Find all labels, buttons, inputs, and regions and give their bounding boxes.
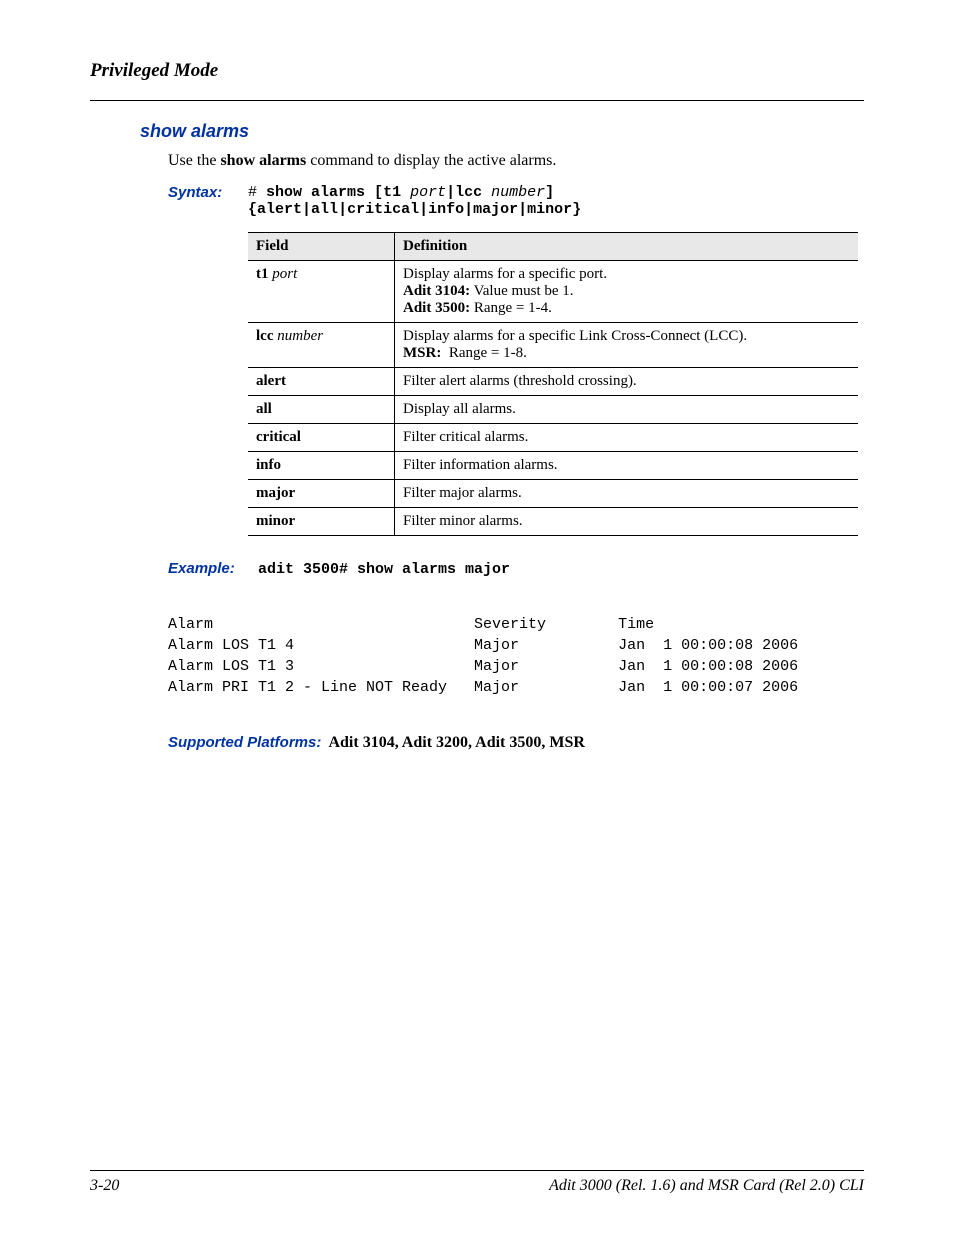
field-cell: minor xyxy=(248,508,395,536)
section-title: show alarms xyxy=(140,121,864,142)
def-cell: Display alarms for a specific port. Adit… xyxy=(395,261,859,323)
footer-doc-title: Adit 3000 (Rel. 1.6) and MSR Card (Rel 2… xyxy=(549,1177,864,1195)
l2-minor: minor xyxy=(527,201,572,218)
table-row: alert Filter alert alarms (threshold cro… xyxy=(248,368,858,396)
def-cell: Filter information alarms. xyxy=(395,452,859,480)
hash: # xyxy=(248,184,266,201)
page-header-title: Privileged Mode xyxy=(90,60,864,82)
intro-suffix: command to display the active alarms. xyxy=(306,152,556,169)
field-cell: alert xyxy=(248,368,395,396)
table-row: lcc number Display alarms for a specific… xyxy=(248,323,858,368)
def-cell: Filter minor alarms. xyxy=(395,508,859,536)
definition-table: Field Definition t1 port Display alarms … xyxy=(248,232,858,536)
l2-p1: | xyxy=(302,201,311,218)
footer-page-number: 3-20 xyxy=(90,1177,119,1195)
l2-critical: critical xyxy=(347,201,419,218)
def-l2b: MSR: xyxy=(403,345,441,361)
syntax-rb: ] xyxy=(545,184,554,201)
def-l2r: Value must be 1. xyxy=(470,283,573,299)
def-l1: Display alarms for a specific Link Cross… xyxy=(403,328,747,344)
def-l3b: Adit 3500: xyxy=(403,300,470,316)
field-bold: all xyxy=(256,401,272,417)
l2-rb: } xyxy=(572,201,581,218)
table-row: all Display all alarms. xyxy=(248,396,858,424)
l2-all: all xyxy=(311,201,338,218)
field-bold: t1 xyxy=(256,266,272,282)
field-bold: alert xyxy=(256,373,286,389)
th-field: Field xyxy=(248,233,395,261)
field-cell: t1 port xyxy=(248,261,395,323)
example-label: Example: xyxy=(168,560,248,577)
l2-p5: | xyxy=(518,201,527,218)
field-cell: lcc number xyxy=(248,323,395,368)
supported-block: Supported Platforms: Adit 3104, Adit 320… xyxy=(168,734,864,752)
intro-prefix: Use the xyxy=(168,152,220,169)
def-cell: Display all alarms. xyxy=(395,396,859,424)
l2-p3: | xyxy=(419,201,428,218)
l2-info: info xyxy=(428,201,464,218)
field-cell: major xyxy=(248,480,395,508)
def-cell: Filter major alarms. xyxy=(395,480,859,508)
def-cell: Filter critical alarms. xyxy=(395,424,859,452)
def-l1: Display alarms for a specific port. xyxy=(403,266,607,282)
table-row: info Filter information alarms. xyxy=(248,452,858,480)
syntax-port: port xyxy=(410,184,446,201)
header-rule xyxy=(90,100,864,101)
syntax-code: # show alarms [t1 port|lcc number] {aler… xyxy=(248,184,581,218)
syntax-cmd: show alarms xyxy=(266,184,374,201)
field-bold: major xyxy=(256,485,295,501)
table-row: t1 port Display alarms for a specific po… xyxy=(248,261,858,323)
field-cell: critical xyxy=(248,424,395,452)
field-bold: critical xyxy=(256,429,301,445)
table-row: critical Filter critical alarms. xyxy=(248,424,858,452)
page: Privileged Mode show alarms Use the show… xyxy=(0,0,954,1235)
field-bold: lcc xyxy=(256,328,277,344)
field-cell: info xyxy=(248,452,395,480)
syntax-pipe: | xyxy=(446,184,455,201)
syntax-t1: t1 xyxy=(383,184,410,201)
def-l3r: Range = 1-4. xyxy=(470,300,552,316)
footer-row: 3-20 Adit 3000 (Rel. 1.6) and MSR Card (… xyxy=(90,1177,864,1195)
field-bold: info xyxy=(256,457,281,473)
intro-text: Use the show alarms command to display t… xyxy=(168,152,864,170)
def-cell: Display alarms for a specific Link Cross… xyxy=(395,323,859,368)
l2-alert: alert xyxy=(257,201,302,218)
syntax-block: Syntax: # show alarms [t1 port|lcc numbe… xyxy=(168,184,864,218)
syntax-number: number xyxy=(491,184,545,201)
example-block: Example: adit 3500# show alarms major xyxy=(168,560,864,578)
l2-major: major xyxy=(473,201,518,218)
footer-rule xyxy=(90,1170,864,1171)
intro-cmd: show alarms xyxy=(220,152,306,169)
table-header-row: Field Definition xyxy=(248,233,858,261)
table-row: major Filter major alarms. xyxy=(248,480,858,508)
supported-label: Supported Platforms: xyxy=(168,734,321,751)
example-cmd: adit 3500# show alarms major xyxy=(258,561,510,578)
l2-p2: | xyxy=(338,201,347,218)
l2-p4: | xyxy=(464,201,473,218)
def-l2b: Adit 3104: xyxy=(403,283,470,299)
l2-lb: { xyxy=(248,201,257,218)
field-bold: minor xyxy=(256,513,295,529)
example-output: Alarm Severity Time Alarm LOS T1 4 Major… xyxy=(168,614,864,698)
syntax-lb: [ xyxy=(374,184,383,201)
field-italic: port xyxy=(272,266,297,282)
page-footer: 3-20 Adit 3000 (Rel. 1.6) and MSR Card (… xyxy=(90,1170,864,1195)
def-cell: Filter alert alarms (threshold crossing)… xyxy=(395,368,859,396)
syntax-lcc: lcc xyxy=(455,184,491,201)
supported-value: Adit 3104, Adit 3200, Adit 3500, MSR xyxy=(321,734,585,751)
def-l2r: Range = 1-8. xyxy=(441,345,527,361)
syntax-label: Syntax: xyxy=(168,184,248,201)
table-row: minor Filter minor alarms. xyxy=(248,508,858,536)
field-italic: number xyxy=(277,328,323,344)
field-cell: all xyxy=(248,396,395,424)
th-definition: Definition xyxy=(395,233,859,261)
